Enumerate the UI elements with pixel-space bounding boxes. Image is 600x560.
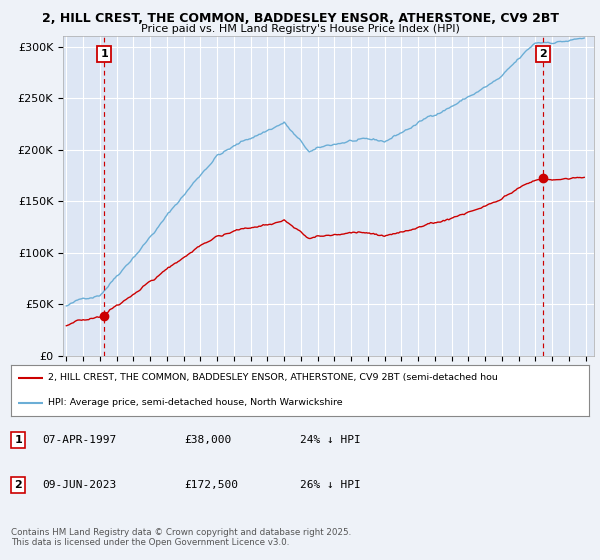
Text: £172,500: £172,500 bbox=[184, 480, 238, 489]
Text: 2, HILL CREST, THE COMMON, BADDESLEY ENSOR, ATHERSTONE, CV9 2BT (semi-detached h: 2, HILL CREST, THE COMMON, BADDESLEY ENS… bbox=[49, 373, 498, 382]
Text: 24% ↓ HPI: 24% ↓ HPI bbox=[300, 435, 361, 445]
Text: £38,000: £38,000 bbox=[184, 435, 232, 445]
Text: 2: 2 bbox=[539, 49, 547, 59]
Text: 1: 1 bbox=[100, 49, 108, 59]
Text: HPI: Average price, semi-detached house, North Warwickshire: HPI: Average price, semi-detached house,… bbox=[49, 398, 343, 408]
Text: 07-APR-1997: 07-APR-1997 bbox=[43, 435, 117, 445]
Text: 26% ↓ HPI: 26% ↓ HPI bbox=[300, 480, 361, 489]
Text: 2, HILL CREST, THE COMMON, BADDESLEY ENSOR, ATHERSTONE, CV9 2BT: 2, HILL CREST, THE COMMON, BADDESLEY ENS… bbox=[41, 12, 559, 25]
Text: 09-JUN-2023: 09-JUN-2023 bbox=[43, 480, 117, 489]
Text: Price paid vs. HM Land Registry's House Price Index (HPI): Price paid vs. HM Land Registry's House … bbox=[140, 24, 460, 34]
Text: 1: 1 bbox=[14, 435, 22, 445]
Text: 2: 2 bbox=[14, 480, 22, 489]
Text: Contains HM Land Registry data © Crown copyright and database right 2025.
This d: Contains HM Land Registry data © Crown c… bbox=[11, 528, 351, 547]
